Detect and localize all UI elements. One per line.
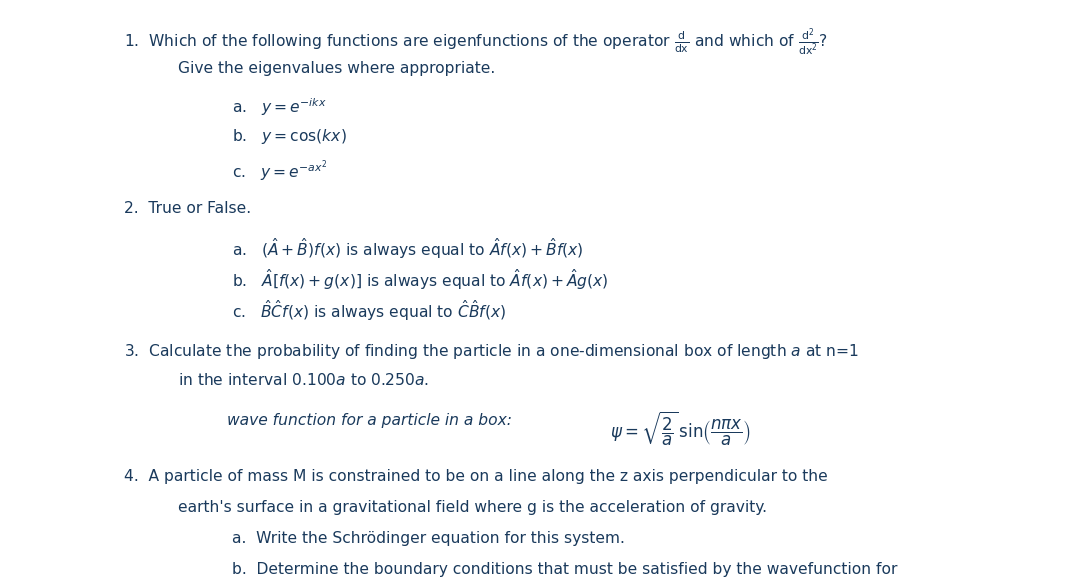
Text: wave function for a particle in a box:: wave function for a particle in a box:: [227, 413, 512, 428]
Text: c.   $y = e^{-ax^{2}}$: c. $y = e^{-ax^{2}}$: [232, 158, 327, 183]
Text: b.  Determine the boundary conditions that must be satisfied by the wavefunction: b. Determine the boundary conditions tha…: [232, 562, 897, 577]
Text: a.  Write the Schrödinger equation for this system.: a. Write the Schrödinger equation for th…: [232, 531, 625, 546]
Text: 1.  Which of the following functions are eigenfunctions of the operator $\mathre: 1. Which of the following functions are …: [124, 26, 828, 58]
Text: earth's surface in a gravitational field where g is the acceleration of gravity.: earth's surface in a gravitational field…: [178, 501, 767, 515]
Text: a.   $(\hat{A}+\hat{B})f(x)$ is always equal to $\hat{A}f(x) + \hat{B}f(x)$: a. $(\hat{A}+\hat{B})f(x)$ is always equ…: [232, 236, 583, 261]
Text: $\psi = \sqrt{\dfrac{2}{a}}\,\sin\!\left(\dfrac{n\pi x}{a}\right)$: $\psi = \sqrt{\dfrac{2}{a}}\,\sin\!\left…: [610, 410, 752, 448]
Text: b.   $\hat{A}[f(x) + g(x)]$ is always equal to $\hat{A}f(x) + \hat{A}g(x)$: b. $\hat{A}[f(x) + g(x)]$ is always equa…: [232, 267, 609, 292]
Text: Give the eigenvalues where appropriate.: Give the eigenvalues where appropriate.: [178, 61, 496, 76]
Text: 4.  A particle of mass M is constrained to be on a line along the z axis perpend: 4. A particle of mass M is constrained t…: [124, 470, 828, 484]
Text: c.   $\hat{B}\hat{C}f(x)$ is always equal to $\hat{C}\hat{B}f(x)$: c. $\hat{B}\hat{C}f(x)$ is always equal …: [232, 298, 507, 323]
Text: 2.  True or False.: 2. True or False.: [124, 201, 252, 217]
Text: b.   $y = \cos(kx)$: b. $y = \cos(kx)$: [232, 127, 347, 146]
Text: a.   $y = e^{-ikx}$: a. $y = e^{-ikx}$: [232, 96, 327, 118]
Text: in the interval 0.100$a$ to 0.250$a$.: in the interval 0.100$a$ to 0.250$a$.: [178, 372, 429, 388]
Text: 3.  Calculate the probability of finding the particle in a one-dimensional box o: 3. Calculate the probability of finding …: [124, 342, 859, 361]
